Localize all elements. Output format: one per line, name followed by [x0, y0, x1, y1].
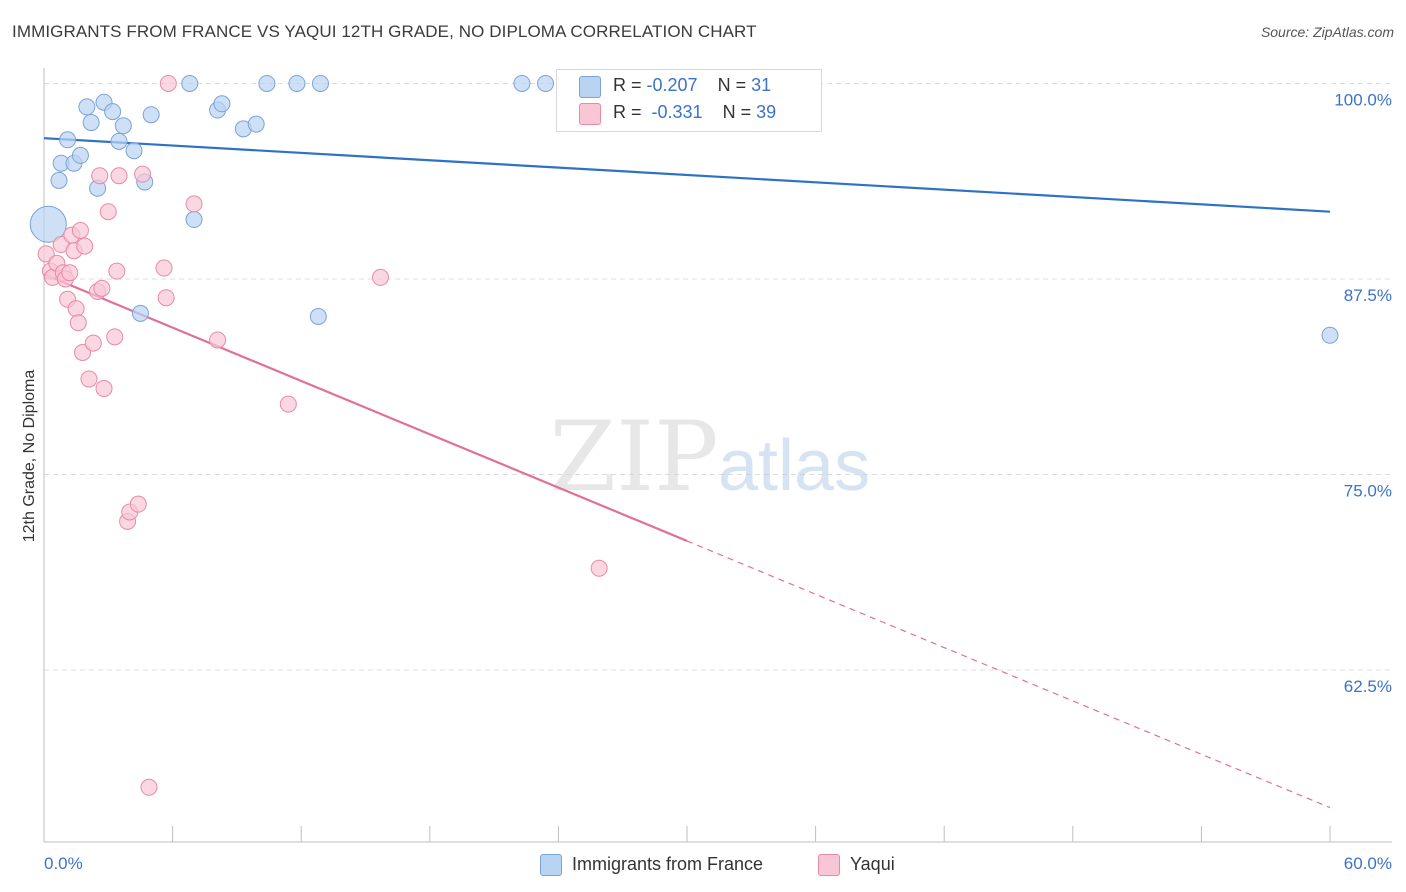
data-point-yaqui: [129, 495, 147, 513]
legend-r-value-france: -0.207: [646, 75, 698, 95]
data-point-yaqui: [279, 395, 297, 413]
data-point-yaqui: [134, 165, 152, 183]
data-point-yaqui: [140, 778, 158, 796]
data-point-yaqui: [155, 259, 173, 277]
data-point-yaqui: [80, 370, 98, 388]
data-point-france: [181, 74, 199, 92]
data-point-yaqui: [76, 237, 94, 255]
data-point-france: [1321, 326, 1339, 344]
data-point-yaqui: [110, 167, 128, 185]
data-point-france: [537, 74, 555, 92]
data-point-france: [309, 307, 327, 325]
data-point-yaqui: [95, 379, 113, 397]
data-point-yaqui: [106, 328, 124, 346]
data-point-france: [247, 115, 265, 133]
data-point-yaqui: [37, 245, 55, 263]
data-point-yaqui: [71, 221, 89, 239]
data-point-yaqui: [99, 203, 117, 221]
y-tick-label: 87.5%: [1344, 286, 1392, 305]
data-point-france: [131, 304, 149, 322]
data-point-france: [258, 74, 276, 92]
bottom-legend-label-france: Immigrants from France: [572, 854, 764, 874]
data-point-yaqui: [157, 289, 175, 307]
data-points: [29, 74, 1339, 796]
y-tick-label: 62.5%: [1344, 677, 1392, 696]
trend-lines: [43, 137, 1331, 809]
grid-lines: [44, 82, 1392, 671]
data-point-france: [185, 211, 203, 229]
data-point-france: [213, 95, 231, 113]
watermark: ZIP atlas: [549, 401, 870, 513]
data-point-france: [78, 98, 96, 116]
chart-title: IMMIGRANTS FROM FRANCE VS YAQUI 12TH GRA…: [12, 22, 757, 41]
data-point-france: [29, 205, 67, 243]
data-point-yaqui: [159, 74, 177, 92]
tick-labels: 62.5% 75.0% 87.5% 100.0% 0.0% 60.0%: [44, 90, 1392, 873]
bottom-legend-swatch-france: [540, 854, 562, 876]
trend-line-1: [43, 273, 688, 542]
legend-swatch-yaqui: [579, 103, 601, 125]
legend-swatch-france: [579, 76, 601, 98]
source-credit: Source: ZipAtlas.com: [1260, 24, 1394, 40]
data-point-france: [104, 103, 122, 121]
legend-n-label: N =: [717, 75, 747, 95]
data-point-yaqui: [91, 167, 109, 185]
data-point-yaqui: [84, 334, 102, 352]
data-point-france: [82, 114, 100, 132]
data-point-yaqui: [61, 264, 79, 282]
data-point-yaqui: [67, 300, 85, 318]
y-tick-label: 75.0%: [1344, 481, 1392, 500]
legend-n-value-yaqui: 39: [756, 102, 777, 122]
trend-line-extension-1: [686, 540, 1331, 809]
watermark-zip: ZIP: [549, 401, 718, 513]
bottom-legend-swatch-yaqui: [818, 854, 840, 876]
data-point-france: [114, 117, 132, 135]
data-point-france: [142, 106, 160, 124]
y-tick-label: 100.0%: [1334, 90, 1392, 109]
data-point-yaqui: [590, 559, 608, 577]
data-point-yaqui: [185, 195, 203, 213]
data-point-france: [59, 131, 77, 149]
correlation-legend: R = -0.207 N = 31 R = -0.331 N = 39: [556, 69, 822, 132]
data-point-france: [513, 74, 531, 92]
data-point-yaqui: [69, 314, 87, 332]
legend-r-value-yaqui: -0.331: [651, 102, 703, 122]
data-point-france: [125, 142, 143, 160]
data-point-yaqui: [209, 331, 227, 349]
x-tick-label-max: 60.0%: [1344, 854, 1392, 873]
axes: [43, 68, 1392, 843]
data-point-france: [110, 132, 128, 150]
x-tick-label-min: 0.0%: [44, 854, 83, 873]
data-point-yaqui: [108, 262, 126, 280]
data-point-yaqui: [372, 268, 390, 286]
data-point-france: [71, 146, 89, 164]
legend-r-label: R =: [613, 75, 642, 95]
data-point-france: [50, 171, 68, 189]
watermark-atlas: atlas: [718, 426, 870, 506]
legend-n-label: N =: [722, 102, 752, 122]
data-point-yaqui: [74, 343, 92, 361]
legend-r-label: R =: [613, 102, 642, 122]
data-point-france: [288, 74, 306, 92]
data-point-france: [311, 74, 329, 92]
legend-n-value-france: 31: [751, 75, 772, 95]
bottom-legend-label-yaqui: Yaqui: [850, 854, 895, 874]
trend-line-0: [43, 137, 1331, 213]
data-point-yaqui: [93, 279, 111, 297]
